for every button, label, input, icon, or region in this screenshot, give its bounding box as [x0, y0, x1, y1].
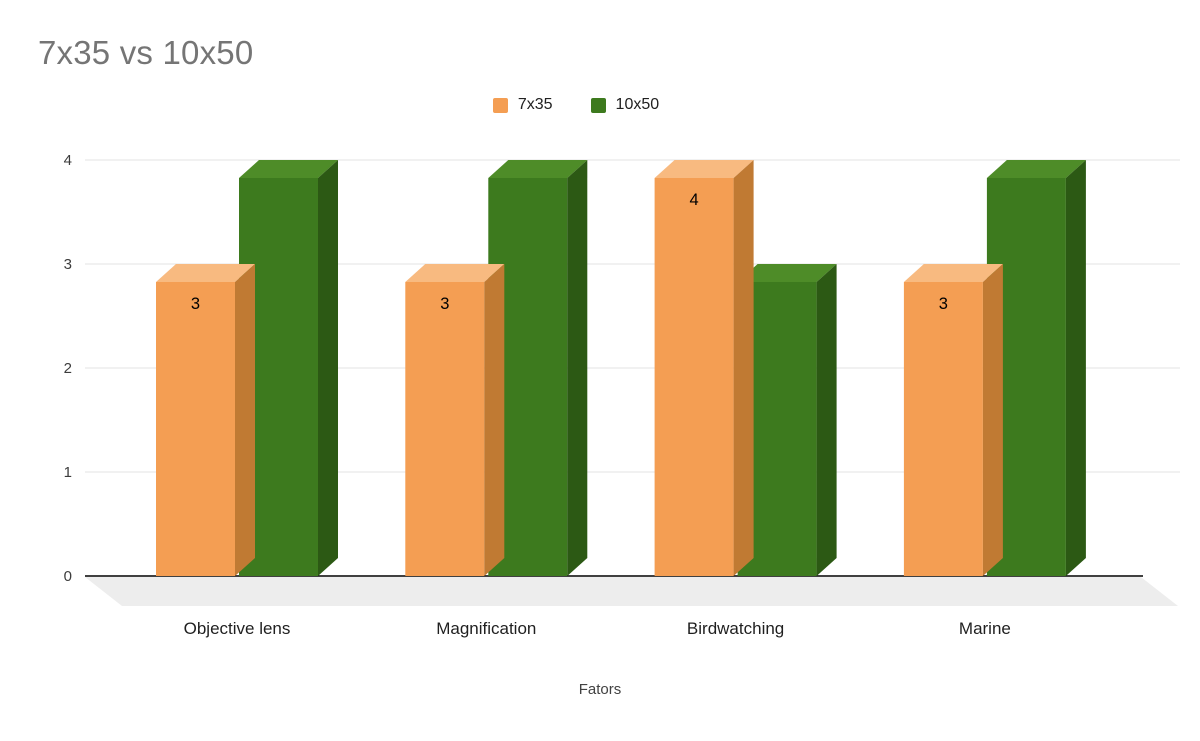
bar-7x35-objective-lens-front-face	[156, 282, 235, 576]
bar-7x35-magnification-side-face	[484, 264, 505, 576]
bar-7x35-marine	[903, 264, 1003, 576]
bar-7x35-birdwatching-top-face	[654, 160, 754, 178]
bar-7x35-magnification-top-face	[405, 264, 505, 282]
y-tick-label-4: 4	[64, 152, 72, 169]
bar-10x50-marine	[986, 160, 1086, 576]
chart-floor-3d	[85, 577, 1178, 606]
y-tick-label-1: 1	[64, 464, 72, 481]
bar-10x50-birdwatching-top-face	[737, 264, 837, 282]
value-label-7x35-magnification: 3	[440, 295, 449, 313]
chart-legend: 7x35 10x50	[0, 96, 1152, 114]
bar-10x50-objective-lens-top-face	[239, 160, 338, 178]
category-label-birdwatching: Birdwatching	[687, 619, 784, 638]
bar-10x50-magnification-side-face	[567, 160, 588, 576]
bar-7x35-objective-lens-side-face	[235, 264, 255, 576]
bar-10x50-marine-side-face	[1065, 160, 1086, 576]
bar-10x50-magnification-top-face	[488, 160, 588, 178]
value-label-7x35-marine: 3	[939, 295, 948, 313]
chart-title: 7x35 vs 10x50	[38, 34, 254, 71]
category-label-objective-lens: Objective lens	[184, 619, 291, 638]
category-label-magnification: Magnification	[436, 619, 536, 638]
bar-10x50-objective-lens-side-face	[318, 160, 338, 576]
legend-item-7x35: 7x35	[492, 96, 553, 114]
bar-7x35-marine-side-face	[982, 264, 1003, 576]
bar-7x35-magnification	[405, 264, 505, 576]
legend-label-7x35: 7x35	[517, 96, 553, 113]
bar-7x35-birdwatching-side-face	[733, 160, 754, 576]
bar-7x35-marine-top-face	[903, 264, 1003, 282]
bar-7x35-objective-lens-top-face	[156, 264, 255, 282]
legend-label-10x50: 10x50	[615, 96, 660, 113]
bar-7x35-marine-front-face	[903, 282, 983, 576]
bar-7x35-magnification-front-face	[405, 282, 485, 576]
value-label-7x35-birdwatching: 4	[690, 191, 699, 209]
legend-item-10x50: 10x50	[590, 96, 660, 114]
legend-swatch-7x35	[492, 97, 508, 113]
legend-swatch-10x50	[590, 97, 606, 113]
x-axis-title: Fators	[578, 681, 622, 698]
bar-10x50-marine-top-face	[986, 160, 1086, 178]
y-tick-label-0: 0	[64, 568, 72, 585]
category-label-marine: Marine	[959, 619, 1011, 638]
value-label-7x35-objective-lens: 3	[191, 295, 200, 313]
bar-7x35-birdwatching	[654, 160, 754, 576]
y-tick-label-2: 2	[64, 360, 72, 377]
y-tick-label-3: 3	[64, 256, 72, 273]
bar-7x35-objective-lens	[156, 264, 255, 576]
bar-7x35-birdwatching-front-face	[654, 178, 734, 576]
bar-10x50-birdwatching-side-face	[816, 264, 837, 576]
